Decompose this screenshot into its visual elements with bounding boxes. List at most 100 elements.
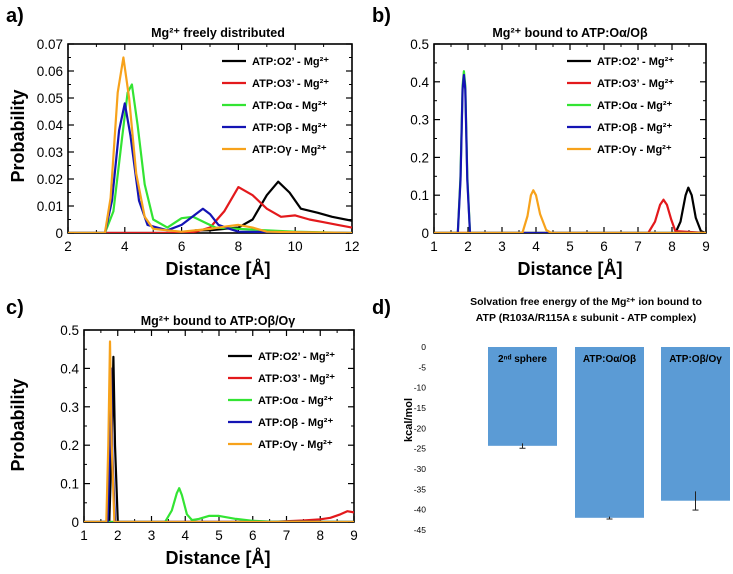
panel-c-legend-label-1: ATP:O2’ - Mg²⁺	[258, 351, 335, 363]
panel-b-xtick-label: 1	[430, 239, 438, 254]
panel-a-ytick-label: 0.03	[37, 145, 63, 160]
panel-b-xtick-label: 5	[566, 239, 574, 254]
panel-d-ytick-label: -10	[414, 383, 427, 393]
panel-c-xtick-label: 8	[316, 528, 324, 543]
panel-c-xtick-label: 1	[80, 528, 88, 543]
panel-d-bar-label-1: 2ⁿᵈ sphere	[498, 354, 547, 365]
panel-a-xtick-label: 10	[288, 239, 303, 254]
panel-b-xtick-label: 2	[464, 239, 472, 254]
panel-c-xtick-label: 7	[283, 528, 291, 543]
panel-b-series-line-2	[434, 198, 706, 233]
panel-c-series-line-3	[84, 487, 354, 522]
panel-a-ytick-label: 0	[55, 226, 63, 241]
panel-d-bar-2	[575, 347, 644, 518]
panel-a-xtick-label: 8	[235, 239, 243, 254]
panel-c-xtick-label: 5	[215, 528, 223, 543]
panel-b-xtick-label: 3	[498, 239, 506, 254]
panel-c-legend-label-3: ATP:Oα - Mg²⁺	[258, 395, 333, 407]
panel-b-xtick-label: 9	[702, 239, 710, 254]
panel-letter-c: c)	[6, 297, 24, 319]
panel-a-ytick-label: 0.02	[37, 172, 63, 187]
panel-a-legend-label-4: ATP:Oβ - Mg²⁺	[252, 122, 327, 134]
panel-c-legend-label-5: ATP:Oγ - Mg²⁺	[258, 439, 333, 451]
panel-b-title: Mg²⁺ bound to ATP:Oα/Oβ	[492, 26, 648, 40]
panel-b-ytick-label: 0	[421, 226, 429, 241]
panel-c-ylabel: Probability	[8, 378, 28, 471]
panel-c-legend-label-2: ATP:O3’ - Mg²⁺	[258, 373, 335, 385]
panel-a-xtick-label: 4	[121, 239, 129, 254]
panel-a-ytick-label: 0.06	[37, 64, 63, 79]
panel-c-ytick-label: 0.5	[60, 323, 79, 338]
panel-b-series-line-4	[434, 73, 706, 233]
panel-c-xtick-label: 4	[181, 528, 189, 543]
panel-b-ytick-label: 0.3	[410, 113, 429, 128]
panel-d-ylabel: kcal/mol	[403, 398, 415, 442]
panel-a-ytick-label: 0.01	[37, 199, 63, 214]
panel-b-series-line-1	[434, 186, 706, 233]
panel-b-xtick-label: 6	[600, 239, 608, 254]
panel-b-legend-label-1: ATP:O2’ - Mg²⁺	[597, 56, 674, 68]
panel-a-series-line-3	[68, 83, 352, 233]
panel-c-title: Mg²⁺ bound to ATP:Oβ/Oγ	[141, 314, 296, 328]
panel-b-xlabel: Distance [Å]	[517, 259, 622, 279]
panel-b-plot-frame	[433, 43, 707, 234]
panel-a-title: Mg²⁺ freely distributed	[151, 26, 285, 40]
panel-b-xtick-label: 7	[634, 239, 642, 254]
panel-c-xlabel: Distance [Å]	[165, 548, 270, 568]
panel-a-xtick-label: 2	[64, 239, 72, 254]
panel-c-xtick-label: 9	[350, 528, 358, 543]
panel-c-ytick-label: 0	[71, 515, 79, 530]
panel-a-line-chart: Mg²⁺ freely distributed Probability Dist…	[8, 26, 360, 279]
panel-d-ytick-label: -30	[414, 464, 427, 474]
panel-d-bar-1	[488, 347, 557, 446]
panel-b-line-chart: Mg²⁺ bound to ATP:Oα/Oβ Distance [Å] 1 2 3…	[410, 26, 710, 279]
panel-c-series-line-1	[84, 355, 354, 522]
panel-a-series-line-5	[68, 56, 352, 233]
panel-d-bar-chart: Solvation free energy of the Mg²⁺ ion bo…	[403, 296, 730, 535]
panel-b-ytick-label: 0.4	[410, 75, 429, 90]
panel-c-series-line-5	[84, 340, 354, 522]
panel-a-ytick-label: 0.04	[37, 118, 64, 133]
panel-a-ylabel: Probability	[8, 89, 28, 182]
panel-c-xtick-label: 3	[148, 528, 156, 543]
panel-b-xtick-label: 8	[668, 239, 676, 254]
panel-d-ytick-label: -45	[414, 525, 427, 535]
panel-letter-a: a)	[6, 5, 24, 27]
panel-b-xtick-label: 4	[532, 239, 540, 254]
panel-a-legend-label-5: ATP:Oγ - Mg²⁺	[252, 144, 327, 156]
panel-d-title-line1: Solvation free energy of the Mg²⁺ ion bo…	[470, 296, 702, 308]
panel-a-legend-label-2: ATP:O3’ - Mg²⁺	[252, 78, 329, 90]
panel-c-line-chart: Mg²⁺ bound to ATP:Oβ/Oγ Probability Dist…	[8, 314, 358, 568]
panel-d-bar-label-3: ATP:Oβ/Oγ	[669, 354, 722, 365]
panel-c-xtick-label: 6	[249, 528, 257, 543]
panel-a-xlabel: Distance [Å]	[165, 259, 270, 279]
panel-a-ytick-label: 0.07	[37, 37, 63, 52]
panel-c-ytick-label: 0.1	[60, 477, 79, 492]
panel-b-legend-label-2: ATP:O3’ - Mg²⁺	[597, 78, 674, 90]
panel-d-ytick-label: -40	[414, 505, 427, 515]
panel-d-ytick-label: -25	[414, 444, 427, 454]
panel-d-ytick-label: -5	[418, 362, 426, 372]
panel-a-xtick-label: 12	[344, 239, 359, 254]
panel-a-ytick-label: 0.05	[37, 91, 63, 106]
panel-b-ytick-label: 0.1	[410, 188, 429, 203]
panel-d-ytick-label: -20	[414, 423, 427, 433]
panel-c-ytick-label: 0.4	[60, 361, 79, 376]
panel-d-ytick-label: 0	[421, 342, 426, 352]
panel-c-ytick-label: 0.2	[60, 438, 79, 453]
panel-a-legend-label-1: ATP:O2’ - Mg²⁺	[252, 56, 329, 68]
panel-d-ytick-label: -15	[414, 403, 427, 413]
panel-d-bar-3	[661, 347, 730, 501]
panel-b-ytick-label: 0.2	[410, 150, 429, 165]
panel-letter-b: b)	[372, 5, 391, 27]
panel-b-legend-label-3: ATP:Oα - Mg²⁺	[597, 100, 672, 112]
panel-b-series-line-5	[434, 189, 706, 233]
panel-d-ytick-label: -35	[414, 484, 427, 494]
panel-c-xtick-label: 2	[114, 528, 122, 543]
panel-a-xtick-label: 6	[178, 239, 186, 254]
panel-a-legend-label-3: ATP:Oα - Mg²⁺	[252, 100, 327, 112]
panel-c-ytick-label: 0.3	[60, 400, 79, 415]
panel-d-title-line2: ATP (R103A/R115A ε subunit - ATP complex…	[476, 312, 696, 324]
panel-letter-d: d)	[372, 297, 391, 319]
